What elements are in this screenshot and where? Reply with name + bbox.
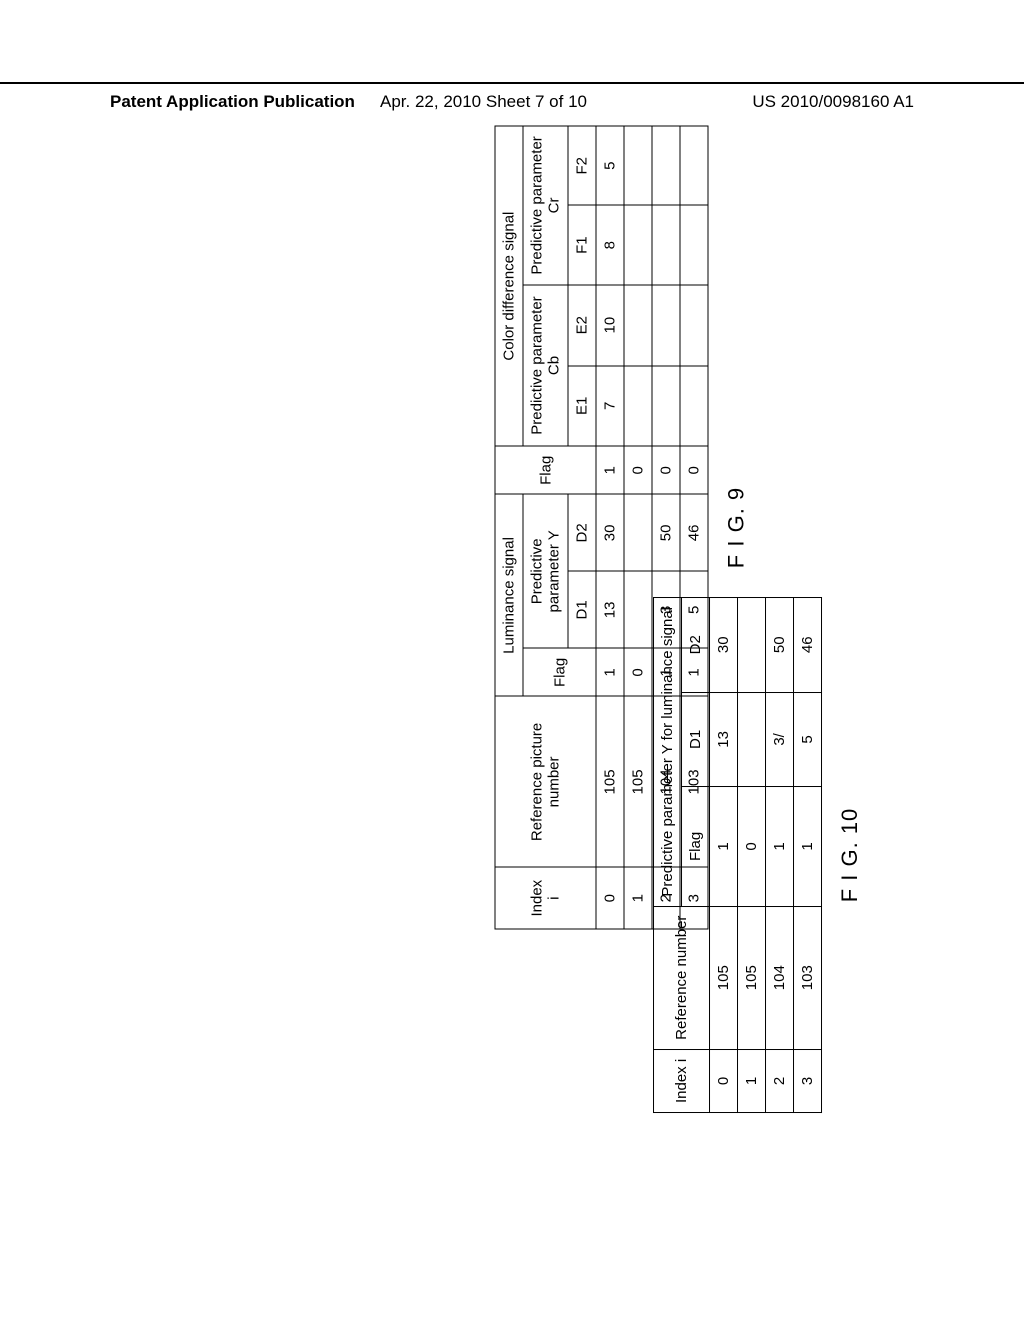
table-cell: 50 [766,597,794,692]
fig9-head-f2: F2 [568,126,596,205]
table-cell [738,692,766,787]
fig9-head-e2: E2 [568,285,596,366]
page-header: Patent Application Publication Apr. 22, … [0,82,1024,92]
table-cell [624,571,652,648]
table-cell: 46 [680,494,708,571]
fig10-head-index: Index i [654,1049,710,1112]
table-cell: 0 [624,446,652,494]
table-cell: 0 [652,446,680,494]
table-cell: 5 [596,126,624,205]
table-cell: 104 [766,906,794,1049]
table-cell: 1 [596,446,624,494]
table-cell: 46 [794,597,822,692]
fig9-head-lumpred: Predictive parameter Y [523,494,568,648]
fig10-head-predY: Predictive parameter Y for luminance sig… [654,597,682,906]
table-cell: 0 [624,648,652,696]
table-cell [652,366,680,447]
fig9-head-e1: E1 [568,366,596,447]
fig9-head-f1: F1 [568,205,596,284]
fig9-head-d1: D1 [568,571,596,648]
fig10-head-refnum: Reference number [654,906,710,1049]
fig10-head-d2: D2 [682,597,710,692]
table-cell [624,494,652,571]
table-cell: 105 [624,697,652,868]
table-cell: 1 [624,867,652,929]
table-cell: 1 [596,648,624,696]
table-cell: 0 [710,1049,738,1112]
table-cell: 0 [738,787,766,906]
fig9-head-predcb: Predictive parameter Cb [523,285,568,446]
table-cell: 1 [766,787,794,906]
table-cell [624,205,652,284]
table-cell: 50 [652,494,680,571]
table-cell [652,126,680,205]
table-cell: 105 [596,697,624,868]
fig10-head-d1: D1 [682,692,710,787]
table-cell: 30 [596,494,624,571]
table-cell [738,597,766,692]
table-cell: 3/ [766,692,794,787]
fig9-head-refpic: Reference picture number [495,697,596,868]
fig9-head-d2: D2 [568,494,596,571]
table-cell [680,366,708,447]
fig10-head-flag: Flag [682,787,710,906]
header-right: US 2010/0098160 A1 [752,92,914,112]
table-cell: 8 [596,205,624,284]
table-cell: 30 [710,597,738,692]
table-cell: 1 [710,787,738,906]
fig9-head-cflag: Flag [495,446,596,494]
fig10-label: F I G. 10 [837,597,863,1113]
fig9-head-lum: Luminance signal [495,494,523,696]
fig9-head-lflag: Flag [523,648,596,696]
table-cell: 1 [738,1049,766,1112]
table-cell [652,285,680,366]
table-cell: 3 [794,1049,822,1112]
table-cell: 10 [596,285,624,366]
fig9-head-predcr: Predictive parameter Cr [523,126,568,285]
table-cell: 1 [794,787,822,906]
fig9-head-color: Color difference signal [495,126,523,446]
header-center: Apr. 22, 2010 Sheet 7 of 10 [380,92,587,112]
table-cell: 13 [710,692,738,787]
table-cell [652,205,680,284]
table-cell: 103 [794,906,822,1049]
table-cell: 13 [596,571,624,648]
fig10-container: Index i Reference number Predictive para… [653,597,863,1113]
table-cell: 0 [680,446,708,494]
table-cell: 5 [794,692,822,787]
table-cell [680,205,708,284]
table-cell [624,366,652,447]
table-cell [680,126,708,205]
header-left: Patent Application Publication [110,92,355,112]
table-cell: 2 [766,1049,794,1112]
table-cell: 105 [710,906,738,1049]
table-cell: 105 [738,906,766,1049]
table-cell: 7 [596,366,624,447]
fig10-table: Index i Reference number Predictive para… [653,597,822,1113]
table-cell [624,126,652,205]
table-cell [680,285,708,366]
table-cell: 0 [596,867,624,929]
table-cell [624,285,652,366]
fig9-head-index: Index i [495,867,596,929]
